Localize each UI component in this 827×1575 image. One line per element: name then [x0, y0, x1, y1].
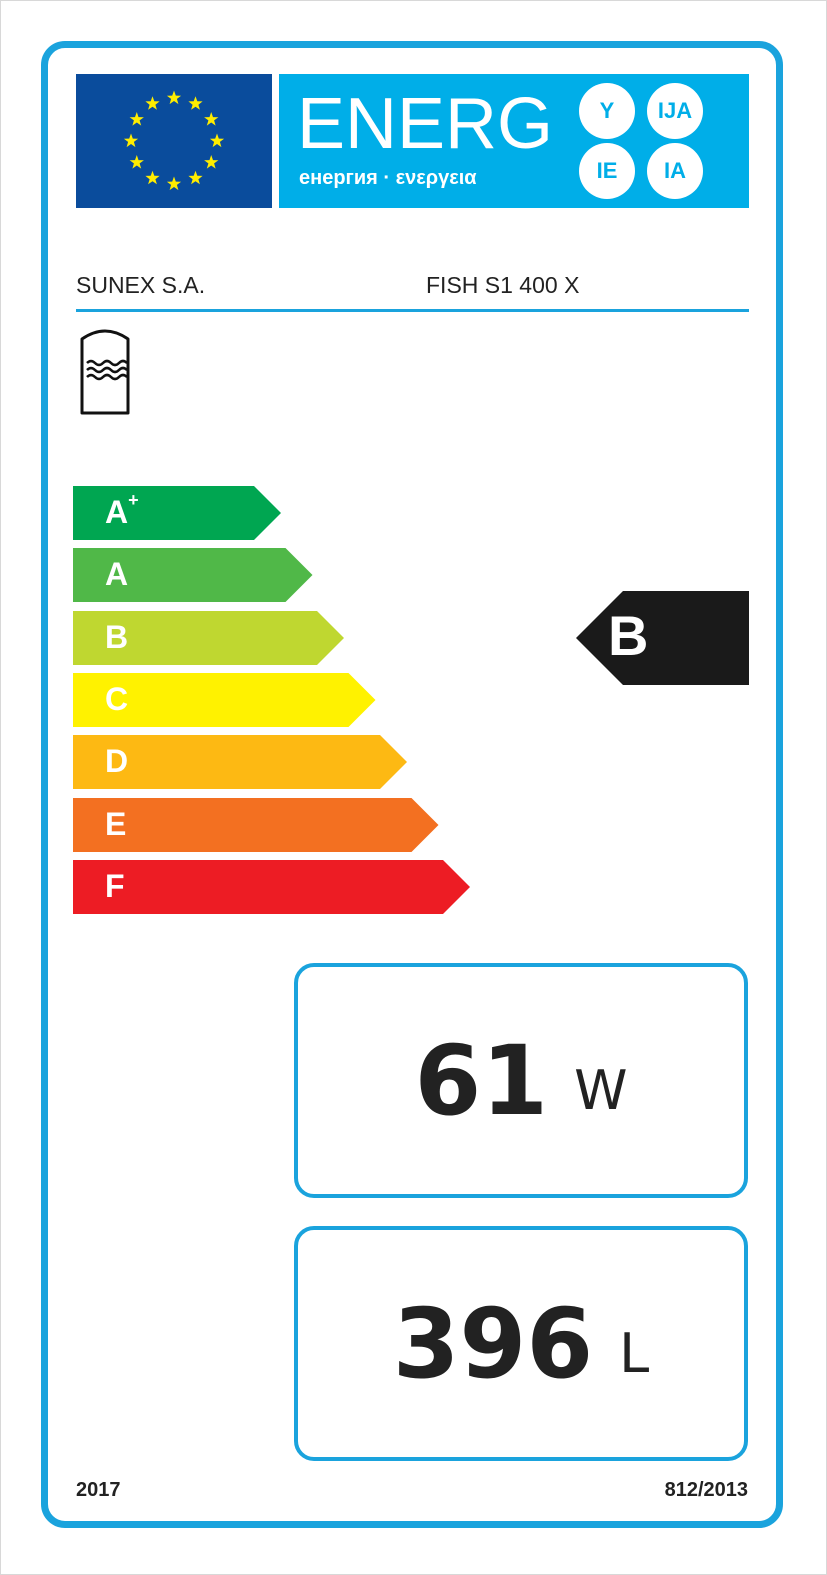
scale-bar-label: A — [105, 556, 129, 593]
hot-water-storage-tank-icon — [80, 329, 130, 415]
scale-bar-label: A+ — [105, 490, 139, 530]
star-icon — [166, 90, 182, 105]
star-icon — [204, 155, 219, 169]
star-icon — [166, 176, 182, 191]
suffix-ie: IE — [579, 143, 635, 199]
energy-word: ENERG — [297, 84, 554, 164]
energy-header: ENERG енергия · ενεργεια Y IJA IE IA — [279, 74, 749, 208]
star-icon — [129, 112, 144, 126]
suffix-ija: IJA — [647, 83, 703, 139]
star-icon — [129, 155, 144, 169]
energy-subtitle: енергия · ενεργεια — [299, 167, 477, 189]
volume-unit: L — [619, 1322, 650, 1385]
star-icon — [188, 96, 203, 110]
star-icon — [204, 112, 219, 126]
energy-class-indicator: B — [576, 591, 749, 685]
star-icon — [145, 170, 160, 185]
label-frame — [41, 41, 783, 1528]
suffix-y: Y — [579, 83, 635, 139]
scale-bar-label: E — [105, 805, 127, 842]
volume-value: 396 — [392, 1287, 594, 1400]
scale-bar-label: D — [105, 743, 129, 780]
star-icon — [188, 170, 203, 185]
scale-bar-label: F — [105, 867, 125, 904]
supplier-name: SUNEX S.A. — [76, 272, 206, 298]
model-name: FISH S1 400 X — [426, 272, 580, 298]
eu-flag-icon — [76, 74, 272, 208]
energy-class-letter: B — [608, 604, 649, 667]
star-icon — [209, 133, 225, 148]
standing-loss-box: 61 W — [294, 963, 748, 1198]
standing-loss-value: 61 — [414, 1024, 549, 1137]
star-icon — [123, 133, 139, 148]
scale-bar-label: C — [105, 680, 129, 717]
volume-box: 396 L — [294, 1226, 748, 1461]
divider — [76, 309, 749, 312]
scale-bar-label: B — [105, 618, 129, 655]
standing-loss-unit: W — [574, 1059, 628, 1122]
star-icon — [145, 96, 160, 110]
label-year: 2017 — [76, 1479, 121, 1501]
suffix-ia: IA — [647, 143, 703, 199]
regulation-number: 812/2013 — [664, 1479, 748, 1501]
